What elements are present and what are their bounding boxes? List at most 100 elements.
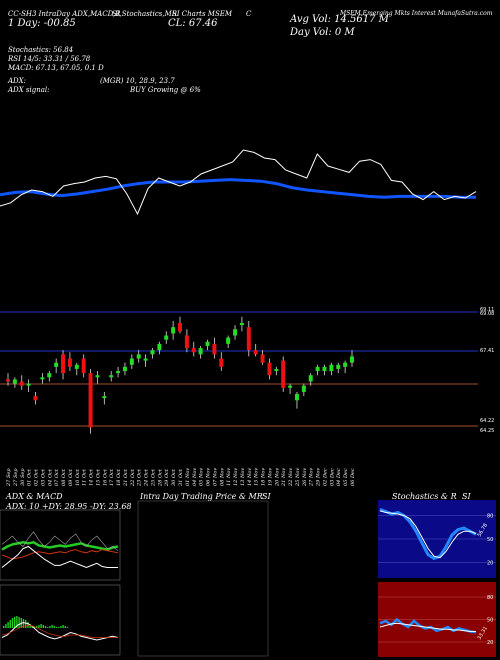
price-level-label: 69.11 [480, 307, 494, 313]
adx-readout: ADX: [8, 77, 27, 85]
candle-body [136, 354, 141, 359]
date-tick-label: 03 Dec [329, 468, 335, 486]
stoch-panel-title-2: SI [462, 492, 471, 501]
macd-panel-frame [0, 584, 121, 656]
candle-body [122, 366, 127, 372]
candle-body [267, 362, 272, 376]
candle-body [33, 396, 38, 401]
date-tick-label: 22 Nov [288, 468, 294, 487]
date-tick-label: 06 Dec [350, 468, 356, 486]
candle-body [191, 348, 196, 353]
candle-body [171, 327, 176, 334]
date-tick-label: 29 Nov [316, 468, 322, 487]
date-tick-label: 15 Oct [95, 468, 101, 486]
candle-body [343, 362, 348, 367]
date-tick-label: 25 Oct [150, 468, 156, 487]
date-tick-label: 30 Sep [20, 468, 26, 486]
date-tick-label: 04 Nov [192, 468, 198, 486]
macd-histogram-bar [29, 624, 31, 628]
macd-histogram-bar [7, 622, 9, 628]
macd-histogram-bar [18, 617, 20, 628]
adx-signal-value: BUY Growing @ 6% [130, 86, 201, 94]
price-level-label: 64.22 [480, 418, 494, 424]
candle-body [129, 358, 134, 365]
macd-histogram-bar [49, 626, 51, 628]
adx-panel-values: ADX: 10 +DY: 28.95 -DY: 23.68 [6, 502, 132, 511]
macd-histogram-bar [51, 625, 53, 628]
candle-body [246, 327, 251, 351]
macd-histogram-bar [47, 627, 49, 628]
stoch-level-label: 50 [487, 537, 493, 543]
candle-body [184, 335, 189, 349]
candle-body [74, 364, 79, 369]
macd-histogram-bar [11, 618, 14, 628]
candle-body [315, 366, 320, 372]
date-tick-label: 21 Nov [281, 468, 287, 487]
header-title-mid: SI,Stochastics,MR [112, 10, 178, 18]
candle-body [61, 354, 66, 374]
date-axis: 27 Sep 27 Sep 30 Sep 01 Oct 02 Oct 03 Oct 04 O… [6, 468, 356, 487]
candle-body [116, 371, 121, 374]
header-title-mid2: SI Charts MSEM [172, 10, 233, 18]
macd-histogram-bar [5, 624, 7, 628]
price-level-label: 69.08 [480, 311, 494, 317]
candle-body [102, 396, 107, 399]
candle-body [329, 364, 334, 372]
intraday-panel-frame [137, 500, 269, 657]
candle-body [88, 373, 93, 428]
macd-histogram-bar [16, 616, 18, 628]
candle-body [67, 358, 72, 367]
day-volume: Day Vol: 0 M [290, 27, 355, 38]
date-tick-label: 07 Nov [212, 468, 218, 486]
date-tick-label: 12 Nov [233, 468, 239, 486]
day-change: 1 Day: -00.85 [8, 18, 76, 29]
candle-body [274, 368, 279, 372]
date-tick-label: 01 Oct [27, 468, 33, 486]
adx-secondary-line [1, 531, 119, 551]
macd-histogram-bar [66, 627, 69, 628]
candle-body [350, 356, 354, 363]
candle-body [6, 379, 10, 382]
candle-body [157, 343, 162, 351]
date-tick-label: 08 Nov [219, 468, 225, 486]
header-title-left: CC-SH3 IntraDay ADX,MACD,R [8, 10, 121, 18]
date-tick-label: 22 Oct [130, 468, 136, 487]
stoch-k-line [379, 507, 477, 561]
close-price: CL: 67.46 [168, 18, 218, 29]
date-tick-label: 23 Oct [137, 468, 143, 487]
candle-body [212, 343, 217, 355]
stoch-level-label: 80 [487, 514, 493, 520]
indicator-smooth-line [0, 178, 476, 199]
macd-histogram-bar [33, 627, 36, 628]
candle-body [54, 362, 59, 367]
candle-body [294, 394, 299, 401]
candle-body [239, 322, 244, 326]
candle-body [40, 377, 45, 380]
indicator-fast-line [0, 149, 477, 216]
candle-body [233, 329, 238, 336]
header-title-mid3: C [246, 10, 252, 18]
candle-body [47, 373, 52, 378]
adx-panel-title: ADX & MACD [6, 492, 63, 501]
rsi-level-label: 80 [487, 595, 493, 601]
macd-histogram-bar [25, 620, 27, 628]
date-tick-label: 11 Nov [226, 468, 232, 486]
candle-body [288, 385, 293, 388]
date-tick-label: 10 Oct [75, 468, 81, 486]
date-tick-label: 16 Oct [102, 468, 108, 486]
macd-histogram-bar [62, 625, 64, 628]
date-tick-label: 19 Nov [267, 468, 273, 486]
macd-line [1, 621, 119, 641]
stoch-panel-title: Stochastics & R [392, 492, 457, 501]
candle-body [150, 350, 155, 355]
date-tick-label: 20 Nov [274, 468, 280, 487]
date-tick-label: 08 Oct [61, 468, 67, 486]
candle-body [95, 375, 100, 378]
intraday-panel-title-2: SI [262, 492, 271, 501]
date-tick-label: 29 Oct [164, 468, 170, 487]
top-indicator-chart [0, 149, 477, 216]
adx-mgr-readout: (MGR) 10, 28.9, 23.7 [100, 77, 175, 85]
rsi-readout: RSI 14/5: 33.31 / 56.78 [8, 55, 91, 63]
macd-histogram-bar [53, 626, 55, 628]
